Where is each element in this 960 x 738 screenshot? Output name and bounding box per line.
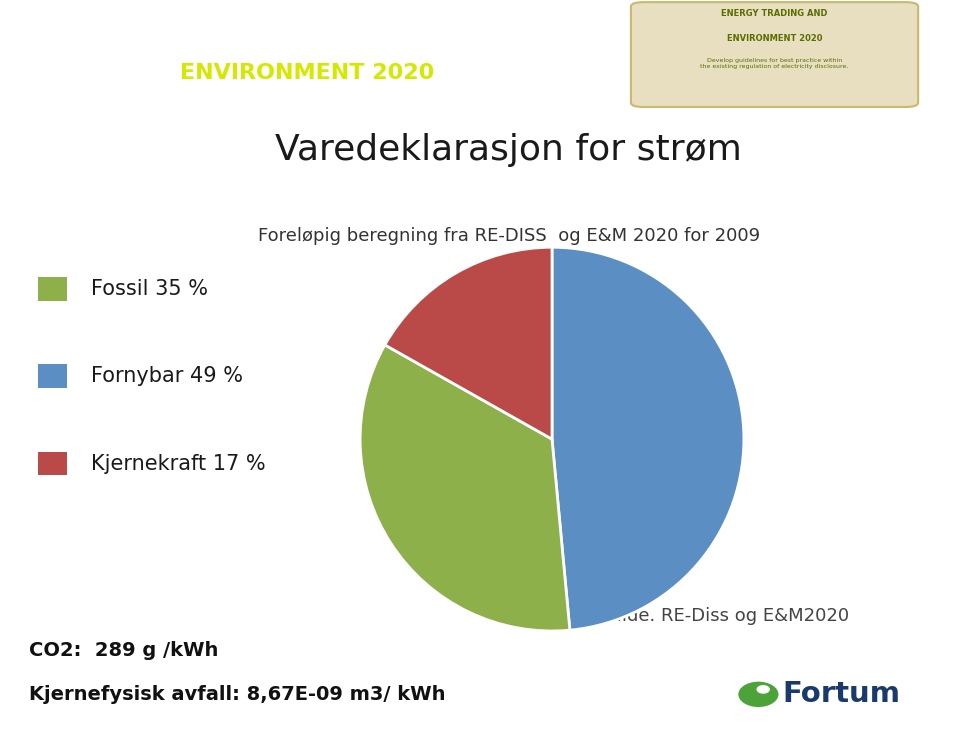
Wedge shape [552,247,744,630]
Text: Varedeklarasjon for strøm: Varedeklarasjon for strøm [276,133,742,167]
Text: ENERGY TRADING AND: ENERGY TRADING AND [721,9,828,18]
Text: Fortum: Fortum [782,680,900,708]
Text: Develop guidelines for best practice within
the existing regulation of electrici: Develop guidelines for best practice wit… [200,83,415,103]
Text: Foreløpig beregning fra RE-DISS  og E&M 2020 for 2009: Foreløpig beregning fra RE-DISS og E&M 2… [257,227,760,244]
Wedge shape [360,345,570,631]
Bar [38,277,67,301]
Text: ENVIRONMENT 2020: ENVIRONMENT 2020 [727,34,823,44]
Text: Kjernekraft 17 %: Kjernekraft 17 % [91,454,266,474]
Circle shape [756,685,770,694]
Text: Kjernefysisk avfall: 8,67E-09 m3/ kWh: Kjernefysisk avfall: 8,67E-09 m3/ kWh [29,685,445,704]
Wedge shape [385,247,552,439]
FancyBboxPatch shape [631,2,918,107]
Text: Kilde. RE-Diss og E&M2020: Kilde. RE-Diss og E&M2020 [605,607,849,625]
Bar [38,452,67,475]
Text: Fornybar 49 %: Fornybar 49 % [91,366,243,386]
Bar [38,365,67,388]
Text: Fossil 35 %: Fossil 35 % [91,279,208,299]
Circle shape [737,680,780,708]
Text: Develop guidelines for best practice within
the existing regulation of electrici: Develop guidelines for best practice wit… [701,58,849,69]
Text: CO2:  289 g /kWh: CO2: 289 g /kWh [29,641,218,661]
Text: ENVIRONMENT 2020: ENVIRONMENT 2020 [180,63,434,83]
Text: ENERGY TRADING AND: ENERGY TRADING AND [166,23,448,43]
